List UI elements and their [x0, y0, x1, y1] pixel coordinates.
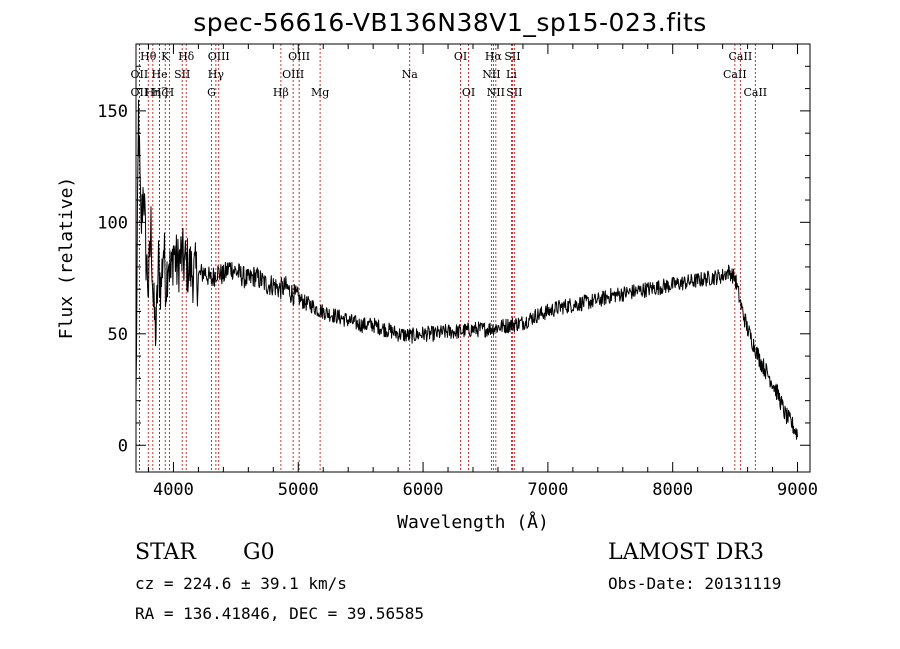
x-axis-label: Wavelength (Å)	[397, 511, 549, 533]
line-label: CaII	[743, 86, 767, 99]
line-label: G	[207, 86, 216, 99]
line-label: SII	[174, 68, 190, 81]
y-tick-label: 150	[97, 102, 128, 122]
line-label: CaII	[723, 68, 747, 81]
x-tick-label: 6000	[403, 480, 444, 500]
line-label: Hζ	[152, 86, 168, 99]
line-label: OII	[131, 86, 149, 99]
chart-title: spec-56616-VB136N38V1_sp15-023.fits	[193, 8, 707, 37]
line-label: Mg	[311, 86, 329, 99]
line-label: OI	[462, 86, 475, 99]
line-label: OII	[131, 68, 149, 81]
x-tick-label: 9000	[777, 480, 818, 500]
obs-date-text: Obs-Date: 20131119	[608, 574, 782, 593]
line-label: CaII	[729, 50, 753, 63]
line-label: Hθ	[140, 50, 157, 63]
survey-label: LAMOST DR3	[608, 540, 764, 565]
line-label: He	[152, 68, 168, 81]
line-label: NII	[482, 68, 500, 81]
line-label: OI	[454, 50, 467, 63]
subclass-label: G0	[243, 540, 275, 565]
plot-frame	[135, 43, 811, 473]
line-label: Na	[402, 68, 419, 81]
emission-lines-layer	[138, 44, 756, 472]
line-label: OIII	[282, 68, 304, 81]
x-tick-label: 8000	[652, 480, 693, 500]
x-tick-label: 4000	[153, 480, 194, 500]
coords-text: RA = 136.41846, DEC = 39.56585	[135, 604, 424, 623]
class-label: STAR	[135, 540, 196, 565]
line-label: Hβ	[273, 86, 289, 99]
x-tick-label: 7000	[527, 480, 568, 500]
line-label: SII	[506, 86, 522, 99]
line-label: Hγ	[208, 68, 225, 81]
redshift-text: cz = 224.6 ± 39.1 km/s	[135, 574, 347, 593]
line-label: K	[161, 50, 170, 63]
x-tick-label: 5000	[278, 480, 319, 500]
y-tick-label: 0	[118, 436, 128, 456]
line-label: H	[165, 86, 175, 99]
line-label: Hα	[485, 50, 503, 63]
line-label: Li	[506, 68, 517, 81]
axis-ticks-layer: 4000 5000 6000 7000 8000 9000 0 50 100 150	[97, 44, 818, 500]
line-label: OIII	[288, 50, 310, 63]
line-labels-layer: OII OII Hθ Hη He Hζ K SII H Hδ OIII Hγ G Hβ OIII OIII Mg…	[131, 50, 768, 99]
spectrum-line	[135, 99, 798, 440]
line-label: Hδ	[178, 50, 195, 63]
y-tick-label: 50	[108, 325, 128, 345]
y-axis-label: Flux (relative)	[56, 177, 77, 340]
y-tick-label: 100	[97, 213, 128, 233]
line-label: SII	[504, 50, 520, 63]
line-label: OIII	[208, 50, 230, 63]
line-label: Hη	[145, 86, 161, 99]
line-label: NII	[487, 86, 505, 99]
